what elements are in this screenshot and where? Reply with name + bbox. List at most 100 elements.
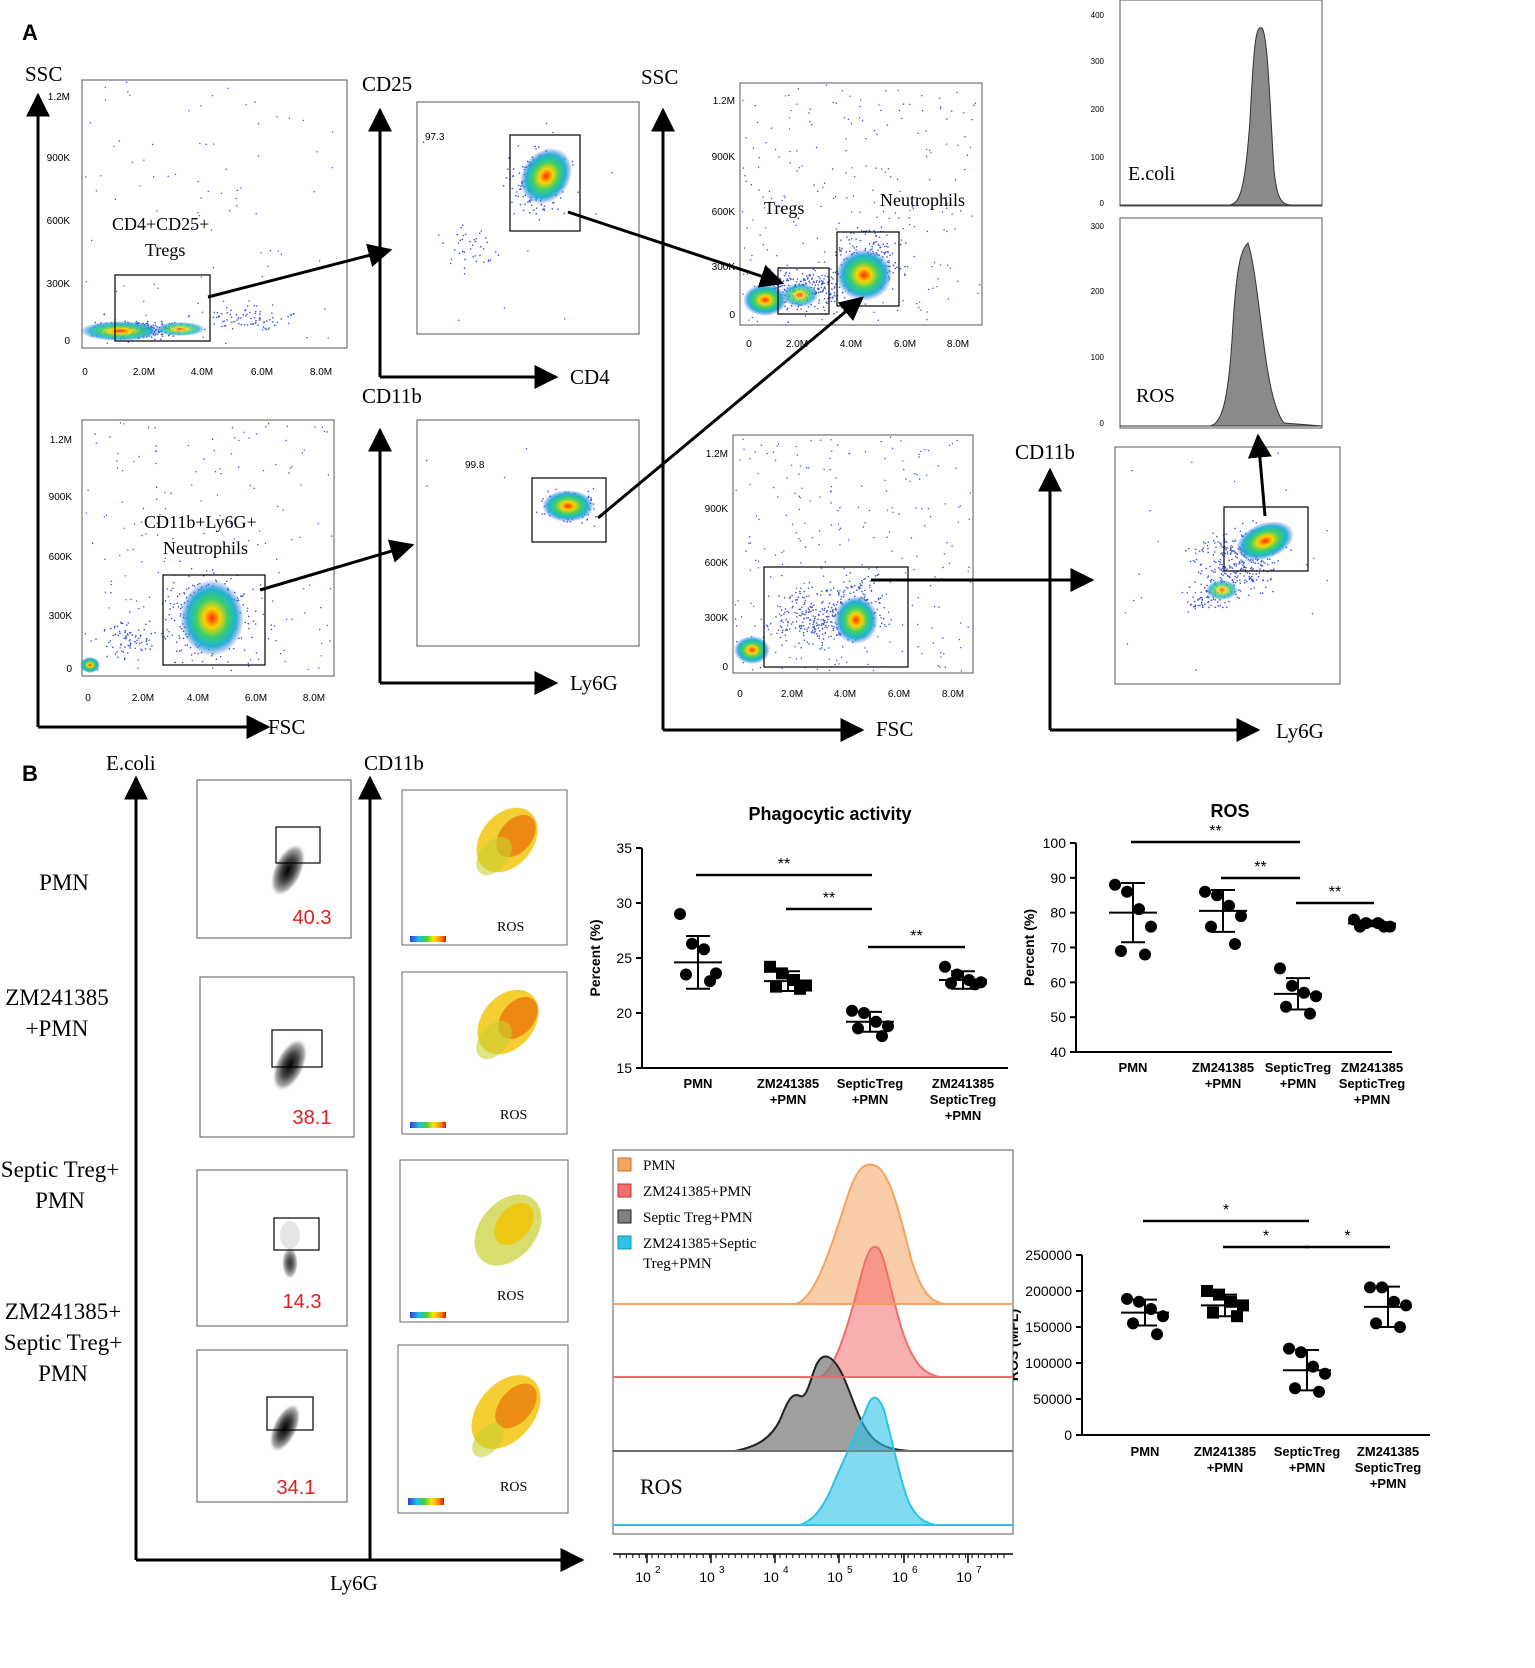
data-point (1127, 1317, 1139, 1330)
event-dot (267, 423, 270, 425)
event-dot (1259, 568, 1261, 570)
event-dot (868, 229, 870, 232)
event-dot (1253, 561, 1255, 563)
event-dot (211, 569, 214, 571)
event-dot (745, 137, 747, 139)
event-dot (910, 537, 913, 539)
event-dot (796, 612, 798, 615)
event-dot (200, 197, 202, 199)
event-dot (885, 593, 888, 595)
event-dot (827, 615, 830, 618)
event-dot (320, 642, 323, 645)
event-dot (801, 596, 804, 599)
event-dot (213, 572, 215, 575)
event-dot (822, 618, 825, 621)
plot-a1-ssc-fsc-tregs: CD4+CD25+ Tregs 1.2M 900K 600K 300K 0 0 … (47, 79, 348, 378)
event-dot (1250, 588, 1252, 590)
event-dot (119, 554, 121, 557)
event-dot (812, 274, 815, 276)
event-dot (280, 318, 283, 320)
event-dot (957, 521, 959, 523)
event-dot (781, 199, 783, 202)
fsc-tick: 8.0M (947, 339, 969, 350)
event-dot (454, 249, 456, 251)
event-dot (254, 310, 257, 313)
event-dot (859, 583, 861, 585)
event-dot (974, 102, 977, 104)
event-dot (873, 311, 875, 314)
event-dot (810, 439, 812, 442)
event-dot (1238, 597, 1241, 600)
event-dot (902, 103, 905, 105)
event-dot (911, 604, 914, 607)
event-dot (1264, 562, 1266, 564)
event-dot (835, 283, 837, 285)
event-dot (830, 300, 833, 303)
event-dot (779, 636, 782, 639)
event-dot (1250, 561, 1253, 563)
event-dot (851, 586, 854, 588)
event-dot (742, 293, 744, 295)
data-point (1304, 1007, 1316, 1020)
event-dot (1149, 509, 1151, 512)
event-dot (506, 168, 509, 170)
event-dot (157, 571, 160, 574)
event-dot (174, 173, 177, 176)
event-dot (109, 627, 112, 630)
event-dot (463, 273, 466, 275)
event-dot (1222, 606, 1224, 609)
event-dot (801, 621, 804, 624)
event-dot (805, 595, 808, 598)
event-dot (765, 624, 768, 627)
event-dot (763, 207, 766, 209)
event-dot (479, 246, 482, 248)
data-point (1280, 1000, 1292, 1013)
event-dot (821, 274, 823, 277)
data-point (858, 1007, 870, 1019)
event-dot (200, 276, 203, 278)
event-dot (948, 562, 951, 565)
event-dot (213, 311, 216, 314)
event-dot (109, 436, 111, 438)
event-dot (857, 586, 860, 588)
event-dot (1224, 566, 1226, 568)
event-dot (772, 451, 775, 454)
event-dot (856, 227, 859, 229)
ssc-tick: 900K (705, 504, 729, 515)
event-dot (883, 623, 886, 626)
y-tick-label: 0 (1064, 1427, 1072, 1443)
event-dot (103, 630, 106, 632)
ros-overlay-histogram: PMN ZM241385+PMN Septic Treg+PMN ZM24138… (612, 1149, 1014, 1585)
event-dot (251, 636, 253, 639)
event-dot (754, 451, 756, 453)
event-dot (1250, 575, 1253, 578)
event-dot (812, 604, 815, 606)
event-dot (892, 264, 895, 267)
event-dot (852, 309, 855, 311)
event-dot (902, 299, 904, 302)
event-dot (828, 636, 830, 638)
event-dot (125, 599, 127, 601)
event-dot (1326, 530, 1328, 532)
event-dot (808, 112, 810, 114)
event-dot (167, 175, 169, 178)
event-dot (880, 617, 882, 619)
event-dot (519, 188, 521, 191)
event-dot (877, 635, 879, 638)
event-dot (848, 239, 850, 241)
event-dot (938, 606, 940, 608)
event-dot (231, 327, 234, 330)
event-dot (904, 273, 906, 275)
event-dot (848, 303, 851, 306)
event-dot (779, 269, 782, 272)
hist-tick: 0 (1100, 199, 1105, 208)
event-dot (783, 284, 786, 287)
event-dot (770, 197, 773, 200)
event-dot (861, 579, 863, 582)
event-dot (855, 238, 857, 240)
event-dot (838, 248, 841, 251)
event-dot (1252, 520, 1254, 522)
event-dot (881, 622, 883, 625)
event-dot (265, 425, 267, 428)
event-dot (1231, 546, 1234, 548)
